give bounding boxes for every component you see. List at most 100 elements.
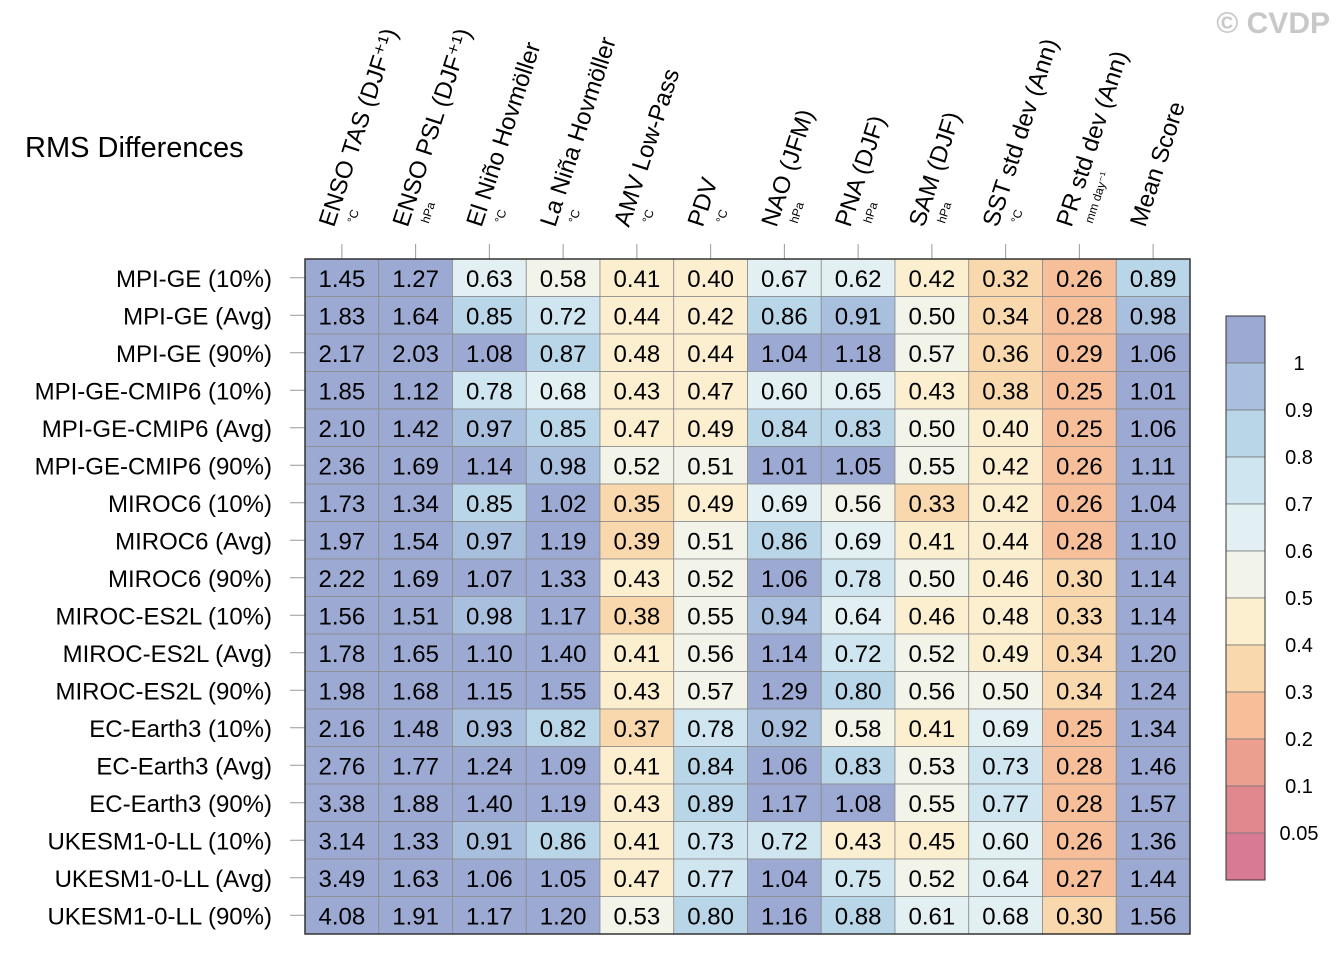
row-label: MIROC6 (10%) bbox=[108, 491, 272, 518]
cell-value-label: 0.53 bbox=[909, 753, 956, 780]
heatmap-cell bbox=[894, 483, 970, 522]
heatmap-cell bbox=[968, 633, 1043, 672]
colorbar-frame bbox=[1225, 315, 1266, 881]
heatmap-cell bbox=[968, 333, 1043, 372]
cell-value-label: 0.50 bbox=[909, 566, 956, 593]
cell-value-label: 3.49 bbox=[319, 866, 366, 893]
cell-value-label: 0.84 bbox=[687, 753, 734, 780]
cell-value-label: 0.82 bbox=[540, 716, 587, 743]
heatmap-cell bbox=[304, 596, 380, 635]
cell-value-label: 0.49 bbox=[687, 416, 734, 443]
cell-value-label: 1.07 bbox=[466, 566, 513, 593]
heatmap-cell bbox=[378, 708, 453, 747]
column-label: SST std dev (Ann) bbox=[978, 35, 1064, 229]
heatmap-cell bbox=[525, 371, 601, 410]
cell-value-label: 1.69 bbox=[392, 453, 439, 480]
cell-value-label: 0.30 bbox=[1056, 903, 1103, 930]
cell-value-label: 0.42 bbox=[982, 491, 1029, 518]
cell-value-label: 0.65 bbox=[835, 378, 882, 405]
heatmap-cell bbox=[747, 746, 822, 785]
cell-value-label: 0.93 bbox=[466, 716, 513, 743]
column-label: El Niño Hovmöller bbox=[461, 39, 546, 230]
heatmap-cell bbox=[378, 408, 453, 447]
cell-value-label: 1.91 bbox=[392, 903, 439, 930]
column-unit-label: °C bbox=[639, 207, 657, 224]
cell-value-label: 0.41 bbox=[909, 716, 956, 743]
cell-value-label: 0.87 bbox=[540, 341, 587, 368]
heatmap-cell bbox=[525, 333, 601, 372]
heatmap-cell bbox=[820, 446, 896, 485]
heatmap-cell bbox=[1042, 258, 1117, 297]
heatmap-cell bbox=[1115, 296, 1191, 335]
cell-value-label: 1.83 bbox=[319, 303, 366, 330]
cell-value-label: 2.16 bbox=[319, 716, 366, 743]
cell-value-label: 1.29 bbox=[761, 678, 808, 705]
cell-value-label: 0.42 bbox=[982, 453, 1029, 480]
heatmap-cell bbox=[820, 858, 896, 897]
cell-value-label: 0.86 bbox=[540, 828, 587, 855]
cell-value-label: 0.98 bbox=[466, 603, 513, 630]
heatmap-cell bbox=[304, 333, 380, 372]
cell-value-label: 0.56 bbox=[687, 641, 734, 668]
row-label: EC-Earth3 (90%) bbox=[89, 791, 272, 818]
heatmap-cell bbox=[599, 258, 675, 297]
heatmap-cell bbox=[968, 671, 1043, 710]
colorbar-swatch bbox=[1225, 597, 1266, 646]
heatmap-frame bbox=[304, 258, 1191, 935]
heatmap-cell bbox=[747, 333, 822, 372]
heatmap-cell bbox=[894, 821, 970, 860]
heatmap-cell bbox=[747, 483, 822, 522]
cell-value-label: 1.17 bbox=[761, 791, 808, 818]
heatmap-cell bbox=[820, 596, 896, 635]
cell-value-label: 1.42 bbox=[392, 416, 439, 443]
heatmap-cell bbox=[599, 746, 675, 785]
cell-value-label: 0.28 bbox=[1056, 753, 1103, 780]
cell-value-label: 1.46 bbox=[1130, 753, 1177, 780]
cell-value-label: 0.83 bbox=[835, 753, 882, 780]
cell-value-label: 0.44 bbox=[982, 528, 1029, 555]
heatmap-cell bbox=[673, 521, 748, 560]
heatmap-cell bbox=[1115, 858, 1191, 897]
heatmap-cell bbox=[1115, 821, 1191, 860]
cell-value-label: 1.14 bbox=[761, 641, 808, 668]
cell-value-label: 1.12 bbox=[392, 378, 439, 405]
cell-value-label: 0.58 bbox=[540, 266, 587, 293]
cell-value-label: 0.50 bbox=[909, 303, 956, 330]
heatmap-cell bbox=[304, 858, 380, 897]
column-unit-label: hPa bbox=[934, 200, 954, 225]
heatmap-cell bbox=[378, 821, 453, 860]
cell-value-label: 1.10 bbox=[1130, 528, 1177, 555]
row-label: MPI-GE (90%) bbox=[116, 341, 272, 368]
row-label: MPI-GE-CMIP6 (90%) bbox=[35, 453, 272, 480]
heatmap-cell bbox=[968, 371, 1043, 410]
heatmap-cell bbox=[968, 896, 1043, 935]
cell-value-label: 0.52 bbox=[614, 453, 661, 480]
heatmap-cell bbox=[894, 858, 970, 897]
row-label: MPI-GE (10%) bbox=[116, 266, 272, 293]
cell-value-label: 0.77 bbox=[687, 866, 734, 893]
cell-value-label: 1.14 bbox=[466, 453, 513, 480]
cell-value-label: 2.03 bbox=[392, 341, 439, 368]
heatmap-cell bbox=[452, 408, 527, 447]
cell-value-label: 1.44 bbox=[1130, 866, 1177, 893]
cell-value-label: 0.25 bbox=[1056, 378, 1103, 405]
heatmap-cell bbox=[820, 371, 896, 410]
cell-value-label: 1.04 bbox=[761, 341, 808, 368]
column-unit-label: hPa bbox=[418, 200, 438, 225]
heatmap-cell bbox=[968, 446, 1043, 485]
cell-value-label: 0.43 bbox=[614, 378, 661, 405]
heatmap-cell bbox=[968, 258, 1043, 297]
cell-value-label: 0.83 bbox=[835, 416, 882, 443]
cell-value-label: 0.41 bbox=[614, 753, 661, 780]
cell-value-label: 0.50 bbox=[982, 678, 1029, 705]
colorbar-tick-label: 0.8 bbox=[1285, 447, 1313, 469]
cell-value-label: 1.02 bbox=[540, 491, 587, 518]
row-label: MIROC6 (90%) bbox=[108, 566, 272, 593]
cell-value-label: 0.68 bbox=[540, 378, 587, 405]
cell-value-label: 0.25 bbox=[1056, 416, 1103, 443]
cell-value-label: 0.84 bbox=[761, 416, 808, 443]
cell-value-label: 1.06 bbox=[761, 566, 808, 593]
heatmap-cell bbox=[525, 783, 601, 822]
cell-value-label: 0.68 bbox=[982, 903, 1029, 930]
cell-value-label: 0.85 bbox=[540, 416, 587, 443]
